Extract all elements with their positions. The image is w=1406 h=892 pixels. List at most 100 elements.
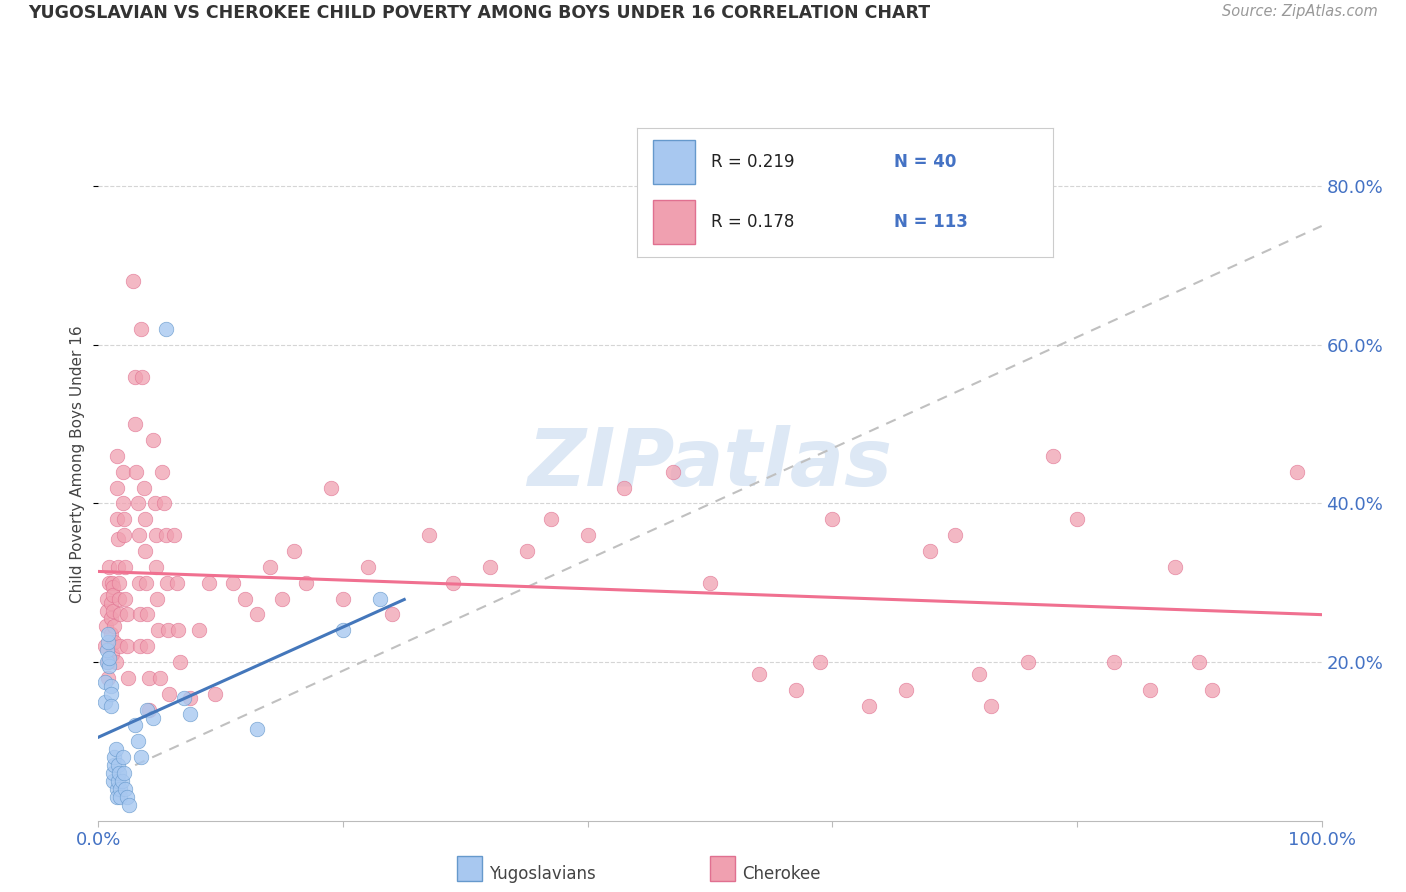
Point <box>808 655 831 669</box>
Point <box>785 682 807 697</box>
Point <box>129 639 152 653</box>
Point <box>128 528 150 542</box>
Point <box>101 603 124 617</box>
Point <box>143 496 166 510</box>
Point <box>105 481 128 495</box>
Point <box>97 671 120 685</box>
Point <box>1286 465 1309 479</box>
Point <box>894 682 917 697</box>
Point <box>111 750 134 764</box>
Point <box>105 512 128 526</box>
Point <box>540 512 562 526</box>
Point <box>295 575 318 590</box>
Point <box>167 624 190 638</box>
Point <box>515 544 537 558</box>
Point <box>101 647 124 661</box>
Point <box>128 575 150 590</box>
Point <box>145 528 167 542</box>
Point <box>104 742 127 756</box>
Point <box>101 766 124 780</box>
Point <box>920 544 942 558</box>
Point <box>368 591 391 606</box>
Point <box>163 528 186 542</box>
Point <box>103 750 125 764</box>
Point <box>478 560 501 574</box>
Point <box>138 671 160 685</box>
Point <box>662 465 685 479</box>
Point <box>246 607 269 622</box>
Point <box>157 624 180 638</box>
Point <box>1017 655 1039 669</box>
Point <box>100 698 122 713</box>
Point <box>107 532 129 546</box>
Point <box>166 575 188 590</box>
Point <box>134 512 156 526</box>
Point <box>103 619 125 633</box>
Point <box>129 607 152 622</box>
Point <box>111 774 134 789</box>
Point <box>96 591 118 606</box>
Point <box>96 655 118 669</box>
Point <box>97 635 120 649</box>
Point <box>155 322 177 336</box>
Point <box>136 639 159 653</box>
Text: R = 0.219: R = 0.219 <box>711 153 794 171</box>
Point <box>93 674 115 689</box>
Point <box>115 789 138 804</box>
Point <box>145 560 167 574</box>
Point <box>127 496 149 510</box>
Point <box>93 639 115 653</box>
Text: ZIPatlas: ZIPatlas <box>527 425 893 503</box>
Point <box>100 679 122 693</box>
Point <box>101 580 124 594</box>
Point <box>108 591 131 606</box>
Point <box>124 417 146 432</box>
Point <box>943 528 966 542</box>
Point <box>100 611 122 625</box>
Point <box>222 575 245 590</box>
Point <box>142 710 165 724</box>
Text: N = 40: N = 40 <box>894 153 957 171</box>
Point <box>233 591 256 606</box>
Point <box>101 588 124 602</box>
Point <box>283 544 305 558</box>
Point <box>114 781 136 796</box>
Point <box>100 596 122 610</box>
Point <box>103 635 125 649</box>
Point <box>146 591 169 606</box>
Point <box>131 369 153 384</box>
Point <box>107 560 129 574</box>
Point <box>135 575 157 590</box>
Point <box>821 512 844 526</box>
Point <box>107 774 129 789</box>
Point <box>613 481 636 495</box>
Point <box>101 575 124 590</box>
Point <box>100 627 122 641</box>
Point <box>179 706 201 721</box>
Point <box>134 544 156 558</box>
Point <box>104 655 127 669</box>
Point <box>110 789 132 804</box>
Point <box>111 465 134 479</box>
Point <box>576 528 599 542</box>
Point <box>112 766 135 780</box>
Point <box>150 465 173 479</box>
Text: Source: ZipAtlas.com: Source: ZipAtlas.com <box>1222 4 1378 20</box>
Point <box>107 758 129 772</box>
Point <box>980 698 1002 713</box>
Point <box>98 651 121 665</box>
Point <box>259 560 281 574</box>
Point <box>156 575 179 590</box>
Point <box>124 718 146 732</box>
Point <box>124 369 146 384</box>
Point <box>115 607 138 622</box>
Point <box>169 655 191 669</box>
Point <box>114 591 136 606</box>
Point <box>115 639 138 653</box>
Point <box>98 575 121 590</box>
Point <box>246 723 269 737</box>
Point <box>748 667 770 681</box>
Point <box>112 512 135 526</box>
Point <box>129 322 152 336</box>
Point <box>94 619 117 633</box>
